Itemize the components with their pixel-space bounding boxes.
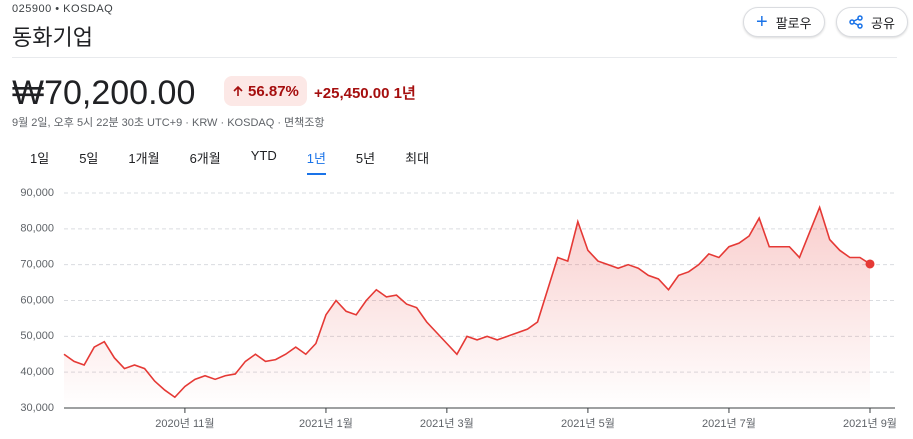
change-pct-value: 56.87% (248, 82, 299, 100)
y-tick-label: 50,000 (20, 330, 54, 342)
range-tab[interactable]: YTD (250, 148, 277, 163)
up-arrow (233, 85, 243, 96)
y-tick-label: 80,000 (20, 223, 54, 235)
range-tabs: 1일 5일 1개월 6개월 YTD 1년 5년 최대 (12, 146, 441, 175)
change: +25,450.00 1년 (314, 82, 416, 103)
change-period: 1년 (393, 85, 416, 102)
share-icon (849, 15, 863, 29)
stock-name: 동화기업 (12, 25, 93, 50)
divider (12, 57, 897, 58)
change-pct: 56.87% (224, 76, 307, 106)
x-tick-label: 2021년 7월 (702, 417, 756, 430)
y-tick-label: 30,000 (20, 402, 54, 414)
x-tick-label: 2021년 5월 (561, 417, 615, 430)
y-tick-label: 60,000 (20, 294, 54, 306)
share-button[interactable]: 공유 (836, 7, 908, 37)
range-tab[interactable]: 6개월 (189, 151, 221, 166)
y-tick-label: 40,000 (20, 366, 54, 378)
range-tab[interactable]: 최대 (405, 151, 430, 166)
x-tick-label: 2020년 11월 (155, 417, 214, 430)
ticker: 025900 • KOSDAQ (12, 3, 114, 15)
price-line (63, 204, 871, 399)
y-tick-label: 90,000 (20, 187, 54, 199)
follow-label: 팔로우 (775, 15, 812, 31)
plus-icon: + (756, 10, 768, 33)
range-tab[interactable]: 1일 (30, 151, 50, 166)
price: ₩70,200.00 (12, 74, 196, 112)
x-tick-label: 2021년 9월 (843, 417, 897, 430)
area (64, 207, 870, 408)
range-tab[interactable]: 5년 (355, 151, 376, 166)
change-value: +25,450.00 (314, 85, 390, 102)
x-tick-label: 2021년 3월 (420, 417, 474, 430)
x-tick-label: 2021년 1월 (299, 417, 353, 430)
last-point (865, 259, 875, 269)
follow-button[interactable]: + 팔로우 (743, 7, 825, 37)
range-tab[interactable]: 1년 (306, 146, 326, 175)
share-label: 공유 (871, 15, 895, 31)
timestamp: 9월 2일, 오후 5시 22분 30초 UTC+9 · KRW · KOSDA… (12, 117, 325, 129)
range-tab[interactable]: 1개월 (128, 151, 160, 166)
range-tab[interactable]: 5일 (79, 151, 99, 166)
y-tick-label: 70,000 (20, 259, 54, 271)
